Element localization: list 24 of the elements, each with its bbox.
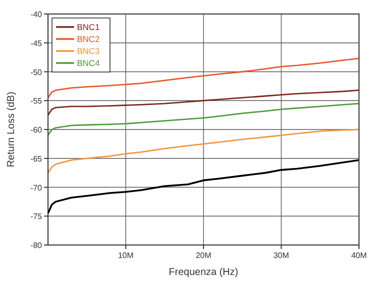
x-tick-label: 10M (118, 251, 134, 260)
line-series (47, 102, 360, 136)
y-tick-label: -65 (30, 154, 43, 164)
y-tick-label: -55 (30, 96, 43, 106)
line-series (47, 90, 360, 116)
line-series (47, 58, 360, 98)
y-tick-label: -75 (30, 212, 43, 222)
y-axis-title: Return Loss (dB) (6, 92, 17, 168)
y-tick-label: -60 (30, 126, 43, 134)
y-tick-label: -50 (30, 68, 43, 77)
line-series (47, 159, 360, 214)
x-axis-title: Frequenza (Hz) (168, 267, 238, 278)
y-tick-label: -80 (30, 241, 43, 250)
line-series (47, 128, 360, 174)
legend-label: BNC1 (77, 22, 100, 32)
legend-label: BNC3 (77, 46, 100, 56)
y-tick-label: -70 (30, 183, 43, 192)
legend-label: BNC2 (77, 34, 100, 44)
legend-label: BNC4 (77, 58, 100, 68)
x-tick-label: 20M (196, 251, 212, 260)
x-tick-label: 40M (351, 251, 368, 260)
x-tick-label: 30M (273, 251, 290, 260)
y-tick-label: -40 (30, 10, 43, 19)
y-tick-label: -45 (30, 38, 43, 48)
